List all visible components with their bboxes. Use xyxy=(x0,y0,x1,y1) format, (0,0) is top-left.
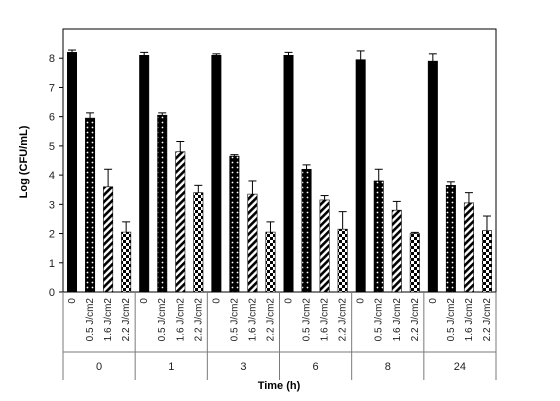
treatment-label: 0.5 J/cm2 xyxy=(157,298,168,342)
bars xyxy=(67,52,492,293)
y-tick-label: 4 xyxy=(49,170,55,182)
bar xyxy=(283,54,294,293)
treatment-label: 0.5 J/cm2 xyxy=(229,298,240,342)
treatment-label: 0 xyxy=(139,298,150,304)
treatment-label: 0.5 J/cm2 xyxy=(85,298,96,342)
time-group-label: 1 xyxy=(168,361,174,373)
treatment-label: 0 xyxy=(428,298,439,304)
bar xyxy=(301,168,312,293)
treatment-label: 2.2 J/cm2 xyxy=(193,298,204,342)
treatment-label: 1.6 J/cm2 xyxy=(464,298,475,342)
bar xyxy=(319,199,330,293)
bar xyxy=(121,231,132,293)
bar xyxy=(211,54,222,293)
treatment-label: 0.5 J/cm2 xyxy=(302,298,313,342)
y-axis: 0 1 2 3 4 5 6 7 8 xyxy=(49,53,63,299)
bar xyxy=(229,155,240,293)
treatment-label: 0 xyxy=(211,298,222,304)
y-tick-label: 0 xyxy=(49,287,55,299)
bar xyxy=(103,186,114,293)
bar xyxy=(391,209,402,293)
treatment-label: 2.2 J/cm2 xyxy=(338,298,349,342)
y-tick-label: 6 xyxy=(49,112,55,124)
treatment-label: 1.6 J/cm2 xyxy=(175,298,186,342)
bar xyxy=(85,117,96,293)
treatment-label: 0.5 J/cm2 xyxy=(374,298,385,342)
x-axis-title: Time (h) xyxy=(258,380,301,392)
bar xyxy=(445,185,456,293)
bar xyxy=(463,202,474,293)
bar xyxy=(481,230,492,293)
treatment-label: 2.2 J/cm2 xyxy=(265,298,276,342)
bar xyxy=(247,193,258,293)
treatment-label: 1.6 J/cm2 xyxy=(392,298,403,342)
error-bars xyxy=(68,49,491,234)
y-tick-label: 2 xyxy=(49,229,55,241)
treatment-label: 0 xyxy=(67,298,78,304)
bar xyxy=(139,54,150,293)
y-tick-label: 5 xyxy=(49,141,55,153)
time-group-label: 24 xyxy=(454,361,466,373)
y-tick-label: 3 xyxy=(49,199,55,211)
y-tick-label: 8 xyxy=(49,53,55,65)
bar xyxy=(337,228,348,293)
treatment-label: 1.6 J/cm2 xyxy=(320,298,331,342)
treatment-label: 2.2 J/cm2 xyxy=(121,298,132,342)
y-axis-title: Log (CFU/mL) xyxy=(18,125,30,198)
x-axis: 0 0.5 J/cm2 1.6 J/cm2 2.2 J/cm2 0 0 0.5 J/cm2 1… xyxy=(62,292,497,380)
time-group-label: 0 xyxy=(96,361,102,373)
treatment-label: 2.2 J/cm2 xyxy=(410,298,421,342)
bar xyxy=(67,52,78,293)
bar xyxy=(157,114,168,293)
treatment-label: 0 xyxy=(284,298,295,304)
y-tick-label: 1 xyxy=(49,258,55,270)
bar xyxy=(193,192,204,293)
time-group-label: 3 xyxy=(240,361,246,373)
treatment-label: 2.2 J/cm2 xyxy=(482,298,493,342)
bar xyxy=(427,60,438,293)
treatment-label: 1.6 J/cm2 xyxy=(103,298,114,342)
time-group-label: 6 xyxy=(313,361,319,373)
treatment-label: 1.6 J/cm2 xyxy=(247,298,258,342)
bar xyxy=(409,233,420,293)
bar xyxy=(175,151,186,293)
bar xyxy=(373,180,384,293)
bar xyxy=(355,59,366,293)
bar xyxy=(265,231,276,293)
treatment-label: 0.5 J/cm2 xyxy=(446,298,457,342)
time-group-label: 8 xyxy=(385,361,391,373)
y-tick-label: 7 xyxy=(49,82,55,94)
treatment-label: 0 xyxy=(356,298,367,304)
